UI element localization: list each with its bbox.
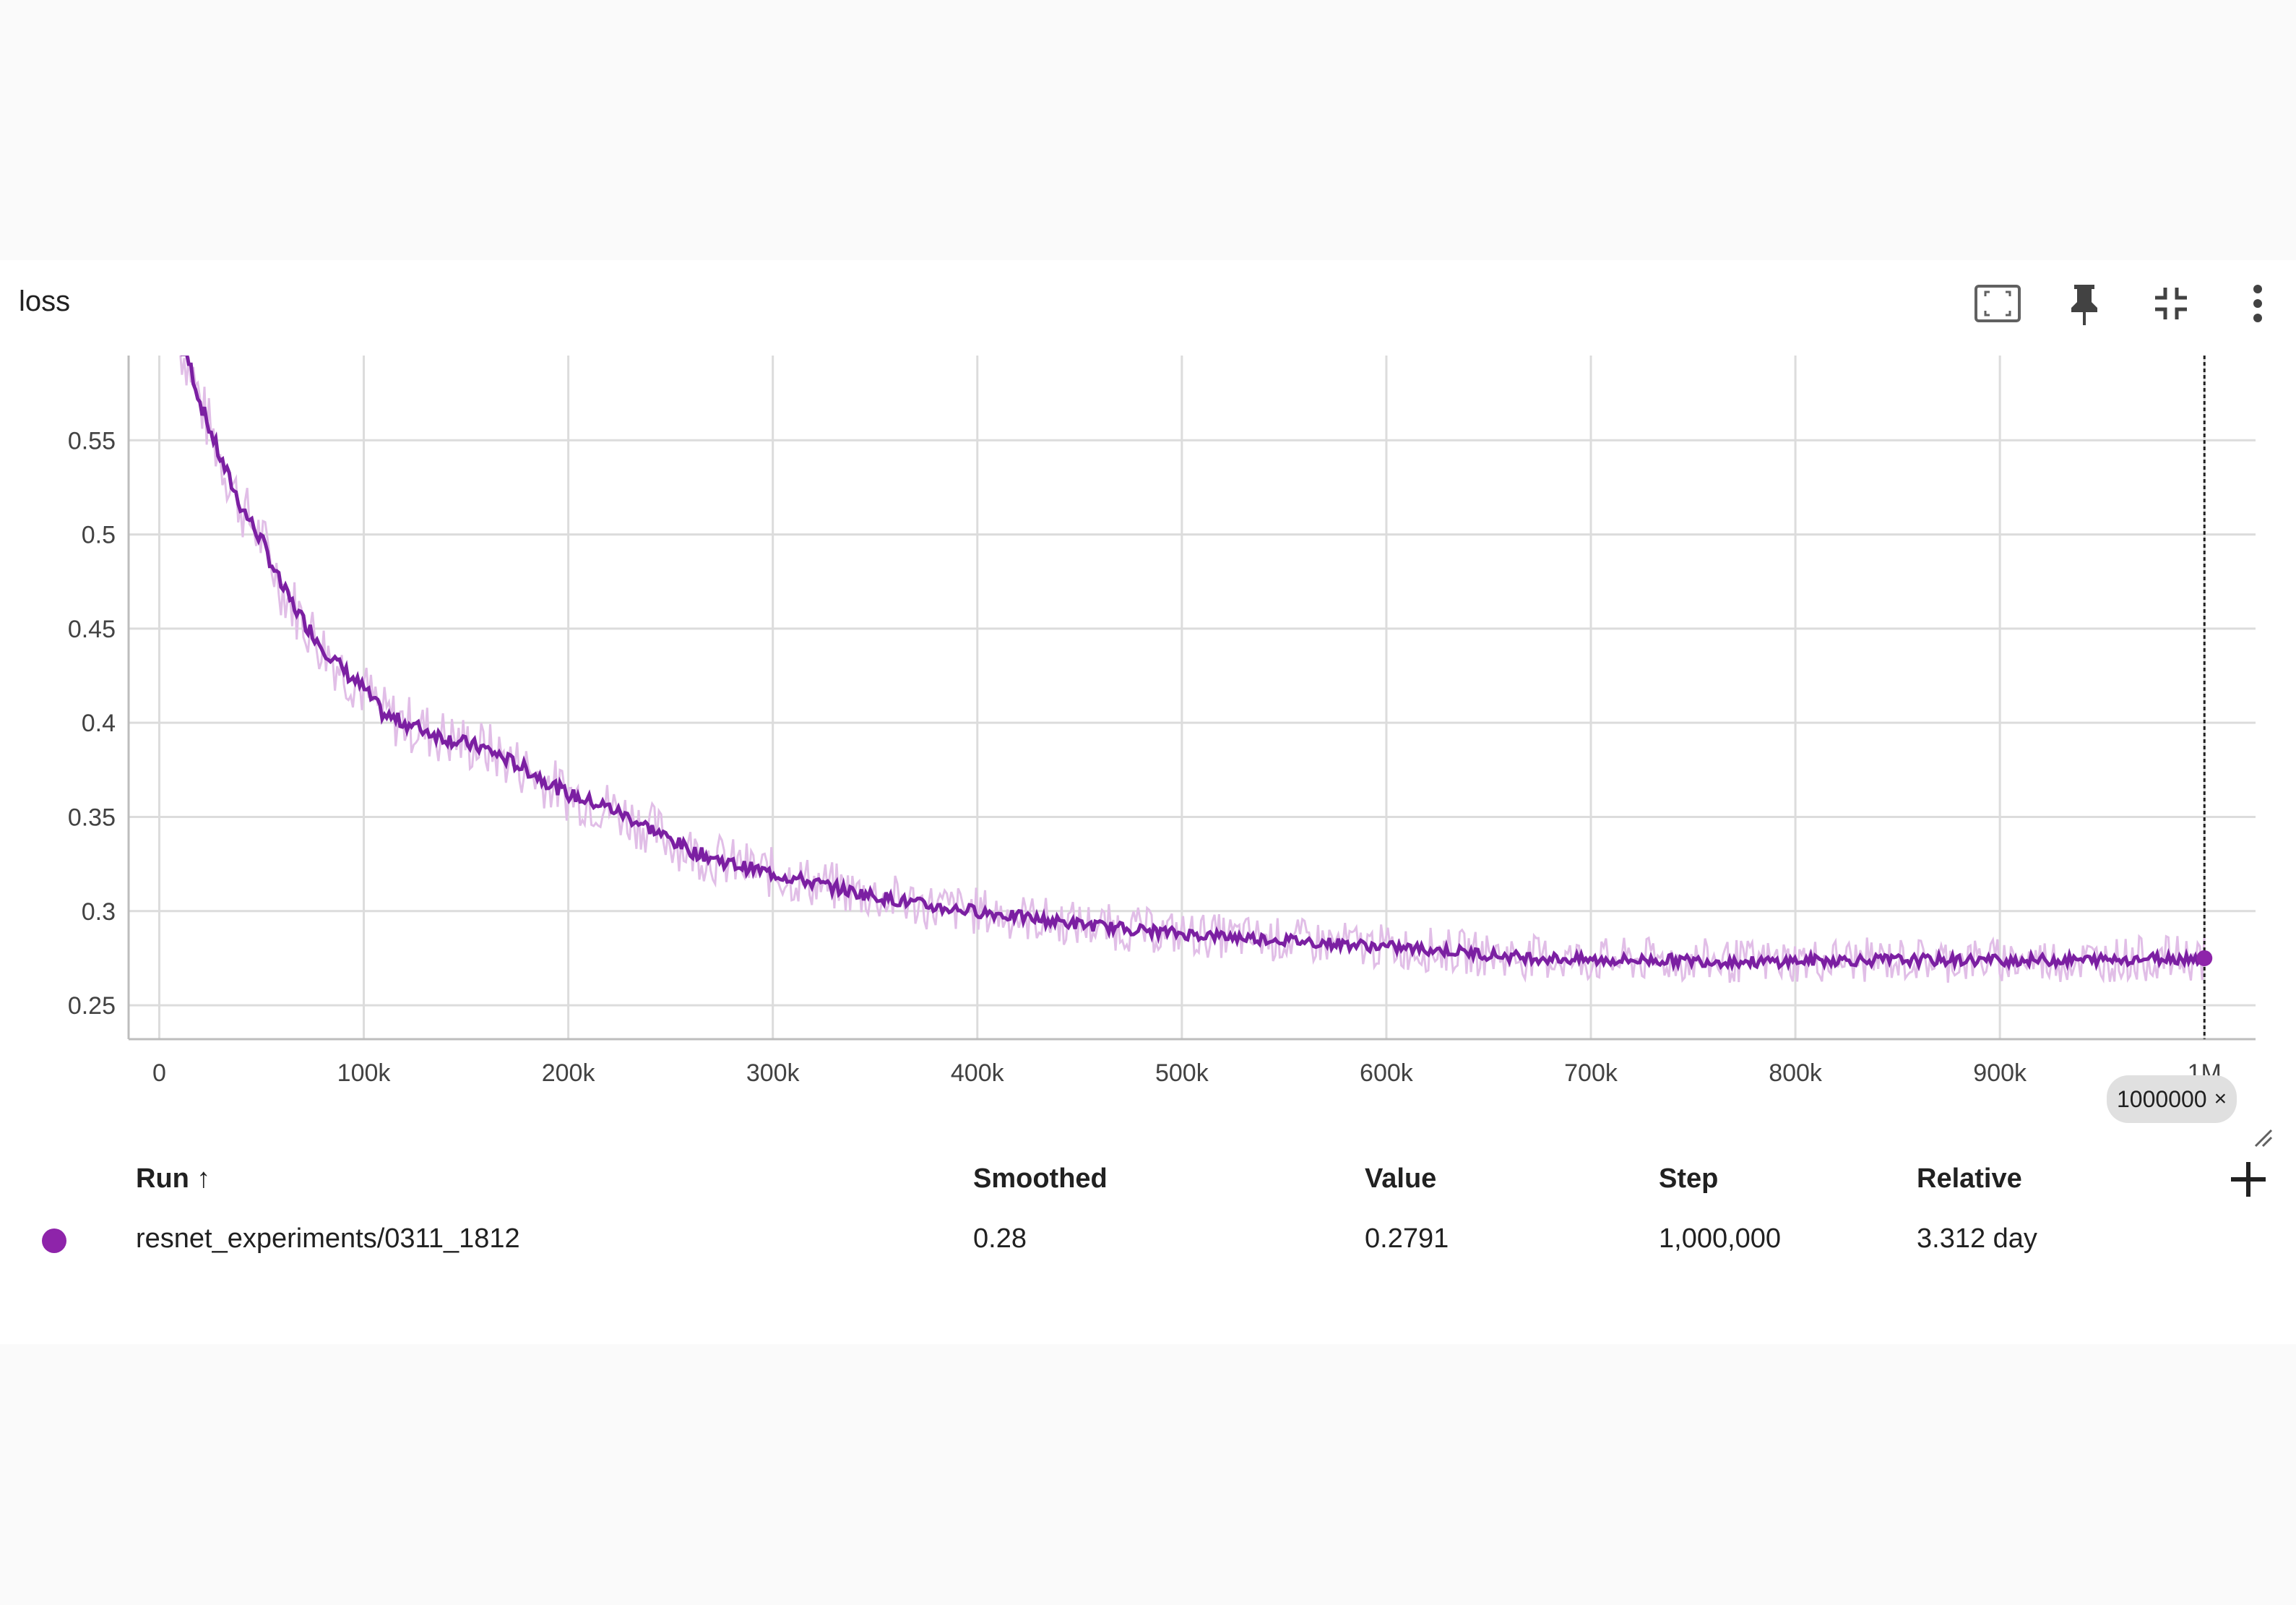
y-tick-label: 0.35 [68,804,116,831]
more-vert-icon [2253,285,2262,322]
column-header-value[interactable]: Value [1365,1163,1437,1194]
x-tick-label: 500k [1155,1059,1209,1087]
y-tick-label: 0.4 [82,710,116,737]
smoothed-cell: 0.28 [973,1223,1027,1254]
pin-icon [2071,285,2097,325]
loss-chart[interactable]: 0.25 0.3 0.35 0.4 0.45 0.5 0.55 0 100k 200k 300k 40… [0,340,2296,1120]
x-tick-label: 0 [152,1059,166,1087]
value-cell: 0.2791 [1365,1223,1449,1254]
close-icon[interactable]: × [2214,1087,2227,1111]
series-end-point [2196,950,2213,966]
fit-domain-icon [1975,285,2021,322]
step-cell: 1,000,000 [1659,1223,1782,1254]
x-tick-label: 800k [1769,1059,1823,1087]
run-color-dot [42,1229,66,1253]
column-header-smoothed[interactable]: Smoothed [973,1163,1108,1194]
x-tick-label: 900k [1973,1059,2027,1087]
smoothed-series-line [180,356,2206,973]
x-tick-label: 700k [1564,1059,1618,1087]
y-tick-label: 0.55 [68,427,116,455]
raw-series-line [179,356,2206,984]
y-tick-label: 0.45 [68,616,116,643]
x-tick-label: 400k [951,1059,1005,1087]
cursor-step-badge[interactable]: 1000000 × [2107,1075,2237,1123]
x-tick-label: 200k [542,1059,596,1087]
x-tick-label: 100k [337,1059,392,1087]
x-tick-label: 600k [1360,1059,1414,1087]
pin-button[interactable] [2055,275,2113,332]
collapse-icon [2155,288,2187,319]
fit-domain-button[interactable] [1969,275,2027,332]
cursor-step-label: 1000000 [2117,1085,2207,1112]
column-header-run[interactable]: Run ↑ [136,1163,211,1194]
x-tick-label: 300k [746,1059,800,1087]
y-tick-label: 0.3 [82,898,116,926]
add-column-icon[interactable] [2225,1156,2271,1202]
collapse-button[interactable] [2142,275,2200,332]
resize-handle-icon[interactable] [2253,1127,2274,1149]
more-button[interactable] [2229,275,2287,332]
column-header-relative[interactable]: Relative [1917,1163,2022,1194]
card-title: loss [19,285,71,317]
column-header-step[interactable]: Step [1659,1163,1719,1194]
y-tick-label: 0.5 [82,522,116,549]
y-tick-label: 0.25 [68,992,116,1020]
relative-cell: 3.312 day [1917,1223,2037,1254]
run-name-cell: resnet_experiments/0311_1812 [136,1223,520,1254]
